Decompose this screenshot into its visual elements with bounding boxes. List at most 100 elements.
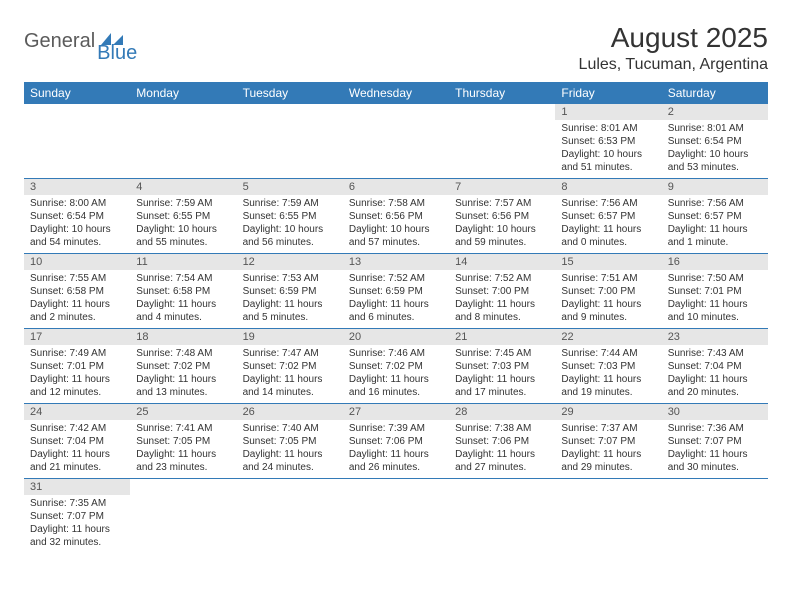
calendar-day-cell: 27Sunrise: 7:39 AMSunset: 7:06 PMDayligh…	[343, 404, 449, 479]
day-number: 18	[130, 329, 236, 345]
daylight-text-2: and 14 minutes.	[243, 386, 337, 399]
day-content: Sunrise: 7:45 AMSunset: 7:03 PMDaylight:…	[449, 345, 555, 403]
daylight-text-2: and 30 minutes.	[668, 461, 762, 474]
day-content: Sunrise: 7:59 AMSunset: 6:55 PMDaylight:…	[237, 195, 343, 253]
daylight-text-2: and 1 minute.	[668, 236, 762, 249]
sunset-text: Sunset: 6:55 PM	[243, 210, 337, 223]
sunset-text: Sunset: 7:07 PM	[30, 510, 124, 523]
day-number: 11	[130, 254, 236, 270]
day-number: 31	[24, 479, 130, 495]
calendar-week-row: 1Sunrise: 8:01 AMSunset: 6:53 PMDaylight…	[24, 104, 768, 179]
daylight-text-2: and 27 minutes.	[455, 461, 549, 474]
day-number: 13	[343, 254, 449, 270]
sunset-text: Sunset: 7:04 PM	[668, 360, 762, 373]
sunset-text: Sunset: 7:06 PM	[455, 435, 549, 448]
calendar-day-cell: 5Sunrise: 7:59 AMSunset: 6:55 PMDaylight…	[237, 179, 343, 254]
calendar-empty-cell	[130, 479, 236, 554]
sunrise-text: Sunrise: 7:51 AM	[561, 272, 655, 285]
day-number: 1	[555, 104, 661, 120]
sunset-text: Sunset: 7:05 PM	[243, 435, 337, 448]
calendar-day-cell: 10Sunrise: 7:55 AMSunset: 6:58 PMDayligh…	[24, 254, 130, 329]
calendar-day-cell: 23Sunrise: 7:43 AMSunset: 7:04 PMDayligh…	[662, 329, 768, 404]
calendar-empty-cell	[130, 104, 236, 179]
sunrise-text: Sunrise: 7:52 AM	[455, 272, 549, 285]
calendar-day-cell: 28Sunrise: 7:38 AMSunset: 7:06 PMDayligh…	[449, 404, 555, 479]
sunset-text: Sunset: 6:54 PM	[668, 135, 762, 148]
calendar-empty-cell	[555, 479, 661, 554]
day-content: Sunrise: 7:47 AMSunset: 7:02 PMDaylight:…	[237, 345, 343, 403]
daylight-text-1: Daylight: 10 hours	[30, 223, 124, 236]
day-number: 6	[343, 179, 449, 195]
day-number: 16	[662, 254, 768, 270]
calendar-day-cell: 13Sunrise: 7:52 AMSunset: 6:59 PMDayligh…	[343, 254, 449, 329]
sunset-text: Sunset: 6:57 PM	[668, 210, 762, 223]
day-content: Sunrise: 7:39 AMSunset: 7:06 PMDaylight:…	[343, 420, 449, 478]
daylight-text-2: and 20 minutes.	[668, 386, 762, 399]
calendar-body: 1Sunrise: 8:01 AMSunset: 6:53 PMDaylight…	[24, 104, 768, 553]
daylight-text-1: Daylight: 11 hours	[243, 448, 337, 461]
daylight-text-2: and 19 minutes.	[561, 386, 655, 399]
calendar-day-cell: 4Sunrise: 7:59 AMSunset: 6:55 PMDaylight…	[130, 179, 236, 254]
day-number: 28	[449, 404, 555, 420]
daylight-text-2: and 5 minutes.	[243, 311, 337, 324]
sunrise-text: Sunrise: 7:46 AM	[349, 347, 443, 360]
calendar-day-cell: 21Sunrise: 7:45 AMSunset: 7:03 PMDayligh…	[449, 329, 555, 404]
sunrise-text: Sunrise: 8:01 AM	[561, 122, 655, 135]
day-number: 12	[237, 254, 343, 270]
daylight-text-2: and 12 minutes.	[30, 386, 124, 399]
sunrise-text: Sunrise: 8:01 AM	[668, 122, 762, 135]
daylight-text-2: and 56 minutes.	[243, 236, 337, 249]
weekday-header: Monday	[130, 82, 236, 104]
daylight-text-1: Daylight: 11 hours	[136, 298, 230, 311]
calendar-day-cell: 3 Sunrise: 8:00 AMSunset: 6:54 PMDaylight…	[24, 179, 130, 254]
calendar-day-cell: 26Sunrise: 7:40 AMSunset: 7:05 PMDayligh…	[237, 404, 343, 479]
daylight-text-1: Daylight: 11 hours	[30, 373, 124, 386]
sunrise-text: Sunrise: 7:59 AM	[243, 197, 337, 210]
daylight-text-1: Daylight: 10 hours	[243, 223, 337, 236]
day-number: 2	[662, 104, 768, 120]
calendar-day-cell: 16Sunrise: 7:50 AMSunset: 7:01 PMDayligh…	[662, 254, 768, 329]
calendar-day-cell: 30Sunrise: 7:36 AMSunset: 7:07 PMDayligh…	[662, 404, 768, 479]
daylight-text-2: and 17 minutes.	[455, 386, 549, 399]
calendar-day-cell: 11Sunrise: 7:54 AMSunset: 6:58 PMDayligh…	[130, 254, 236, 329]
day-content: Sunrise: 7:37 AMSunset: 7:07 PMDaylight:…	[555, 420, 661, 478]
sunset-text: Sunset: 6:54 PM	[30, 210, 124, 223]
daylight-text-1: Daylight: 11 hours	[561, 373, 655, 386]
calendar-empty-cell	[449, 479, 555, 554]
day-number: 8	[555, 179, 661, 195]
sunset-text: Sunset: 7:06 PM	[349, 435, 443, 448]
day-content: Sunrise: 7:55 AMSunset: 6:58 PMDaylight:…	[24, 270, 130, 328]
day-content: Sunrise: 7:58 AMSunset: 6:56 PMDaylight:…	[343, 195, 449, 253]
daylight-text-2: and 21 minutes.	[30, 461, 124, 474]
sunset-text: Sunset: 7:00 PM	[561, 285, 655, 298]
calendar-week-row: 31Sunrise: 7:35 AMSunset: 7:07 PMDayligh…	[24, 479, 768, 554]
sunrise-text: Sunrise: 8:00 AM	[30, 197, 124, 210]
sunrise-text: Sunrise: 7:58 AM	[349, 197, 443, 210]
day-content: Sunrise: 7:56 AMSunset: 6:57 PMDaylight:…	[555, 195, 661, 253]
daylight-text-1: Daylight: 11 hours	[136, 373, 230, 386]
calendar-day-cell: 17Sunrise: 7:49 AMSunset: 7:01 PMDayligh…	[24, 329, 130, 404]
month-title: August 2025	[579, 22, 768, 54]
daylight-text-2: and 4 minutes.	[136, 311, 230, 324]
day-content: Sunrise: 7:56 AMSunset: 6:57 PMDaylight:…	[662, 195, 768, 253]
day-number: 3	[24, 179, 130, 195]
sunrise-text: Sunrise: 7:55 AM	[30, 272, 124, 285]
daylight-text-1: Daylight: 10 hours	[349, 223, 443, 236]
calendar-empty-cell	[449, 104, 555, 179]
sunset-text: Sunset: 6:57 PM	[561, 210, 655, 223]
sunset-text: Sunset: 7:04 PM	[30, 435, 124, 448]
daylight-text-2: and 26 minutes.	[349, 461, 443, 474]
day-number: 15	[555, 254, 661, 270]
calendar-day-cell: 6Sunrise: 7:58 AMSunset: 6:56 PMDaylight…	[343, 179, 449, 254]
location: Lules, Tucuman, Argentina	[579, 56, 768, 74]
sunrise-text: Sunrise: 7:38 AM	[455, 422, 549, 435]
calendar-day-cell: 2Sunrise: 8:01 AMSunset: 6:54 PMDaylight…	[662, 104, 768, 179]
daylight-text-2: and 24 minutes.	[243, 461, 337, 474]
daylight-text-2: and 9 minutes.	[561, 311, 655, 324]
sunrise-text: Sunrise: 7:39 AM	[349, 422, 443, 435]
day-number: 20	[343, 329, 449, 345]
daylight-text-1: Daylight: 10 hours	[136, 223, 230, 236]
logo: General Blue	[24, 30, 165, 53]
day-content: Sunrise: 7:50 AMSunset: 7:01 PMDaylight:…	[662, 270, 768, 328]
title-block: August 2025 Lules, Tucuman, Argentina	[579, 22, 768, 74]
